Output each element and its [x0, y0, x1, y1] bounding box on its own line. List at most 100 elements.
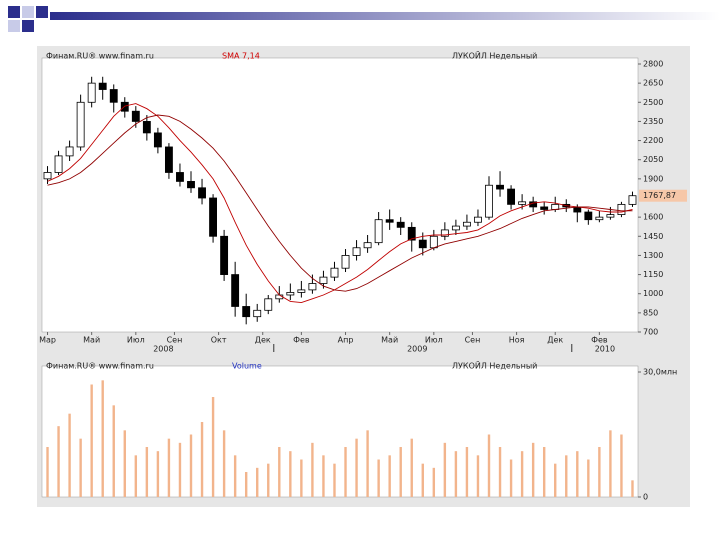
- candle-body: [120, 101, 129, 112]
- volume-bar: [443, 442, 447, 497]
- x-tick-label: Сен: [167, 336, 183, 345]
- candle-body: [396, 221, 405, 228]
- volume-bar: [454, 451, 458, 497]
- deco-square: [8, 20, 20, 32]
- y-tick-label: 700: [643, 328, 658, 337]
- y-tick-label: 2800: [643, 60, 663, 69]
- volume-bar: [576, 451, 579, 497]
- volume-bar: [57, 426, 60, 497]
- candle-body: [176, 172, 184, 182]
- y-tick-label: 30,0млн: [643, 368, 677, 377]
- candle-body: [308, 283, 317, 291]
- candle-body: [164, 146, 173, 173]
- candle-body: [507, 188, 516, 205]
- y-tick-label: 1900: [643, 174, 663, 183]
- volume-bar: [68, 413, 71, 497]
- y-tick-label: 1300: [643, 251, 663, 260]
- candle-body: [187, 181, 195, 189]
- volume-bar: [300, 459, 303, 497]
- deco-bar: [50, 12, 720, 20]
- candle-body: [440, 229, 449, 237]
- source-label: Финам.RU® www.finam.ru: [46, 52, 154, 61]
- last-price-label: 1767,87: [643, 191, 676, 200]
- y-tick-label: 2500: [643, 98, 663, 107]
- volume-bar: [476, 455, 480, 497]
- volume-bar: [178, 442, 182, 497]
- x-tick-label: Июл: [425, 336, 443, 345]
- candle-body: [242, 306, 251, 318]
- candle-body: [462, 221, 471, 227]
- x-tick-label: Май: [381, 336, 398, 345]
- volume-bar: [487, 434, 491, 497]
- candle-body: [363, 242, 372, 249]
- y-tick-label: 1150: [643, 270, 663, 279]
- y-tick-label: 2050: [643, 155, 663, 164]
- candle-body: [451, 225, 460, 231]
- indicator-label: SMA 7,14: [222, 52, 260, 61]
- candle-body: [341, 255, 350, 269]
- volume-bar: [520, 451, 524, 497]
- candle-body: [43, 172, 52, 180]
- candle-body: [485, 184, 493, 218]
- volume-bar: [333, 463, 336, 497]
- candle-body: [209, 197, 218, 237]
- year-label: 2008: [153, 345, 173, 354]
- x-tick-label: Июл: [127, 336, 145, 345]
- last-price-box: [639, 189, 687, 202]
- volume-bar: [278, 447, 281, 497]
- x-tick-label: Май: [83, 336, 100, 345]
- volume-bar: [410, 438, 413, 497]
- volume-bar: [377, 459, 380, 497]
- candle-body: [76, 101, 85, 148]
- candle-body: [474, 216, 482, 223]
- candle-body: [518, 201, 527, 205]
- x-tick-label: Фев: [293, 336, 310, 345]
- y-tick-label: 1600: [643, 213, 663, 222]
- volume-bar: [355, 438, 358, 497]
- volume-bar: [123, 430, 126, 497]
- volume-bar: [587, 459, 590, 497]
- candle-body: [606, 214, 615, 218]
- x-tick-label: Ноя: [509, 336, 525, 345]
- volume-bar: [388, 455, 391, 497]
- volume-bar: [289, 451, 292, 497]
- candle-body: [496, 184, 504, 190]
- y-tick-label: 0: [643, 493, 648, 502]
- moving-average: [47, 103, 633, 304]
- volume-bar: [256, 467, 259, 497]
- volume-bar: [200, 422, 204, 497]
- candle-body: [198, 187, 206, 199]
- candle-body: [54, 155, 63, 173]
- y-tick-label: 2350: [643, 117, 663, 126]
- volume-bar: [244, 472, 248, 497]
- volume-bar: [609, 430, 612, 497]
- volume-bar: [156, 451, 160, 497]
- x-tick-label: Дек: [547, 336, 563, 345]
- x-tick-label: Апр: [338, 336, 354, 345]
- volume-bar: [631, 480, 634, 497]
- plot-area: [41, 365, 639, 498]
- x-tick-label: Мар: [39, 336, 56, 345]
- volume-bar: [531, 442, 535, 497]
- candle-body: [595, 216, 604, 221]
- volume-bar: [399, 447, 402, 497]
- volume-bar: [366, 430, 369, 497]
- volume-bar: [267, 463, 270, 497]
- candle-body: [131, 110, 140, 122]
- candle-body: [65, 146, 74, 157]
- volume-bar: [432, 467, 436, 497]
- candle-body: [286, 292, 295, 296]
- volume-bar: [509, 459, 513, 497]
- x-tick-label: Дек: [255, 336, 271, 345]
- volume-bar: [145, 447, 149, 497]
- indicator-label: Volume: [232, 362, 262, 371]
- volume-bar: [79, 438, 82, 497]
- candle-body: [573, 206, 582, 213]
- volume-bar: [465, 447, 469, 497]
- deco-square: [22, 6, 34, 18]
- volume-bar: [46, 447, 49, 497]
- volume-bar: [620, 434, 623, 497]
- volume-bar: [189, 434, 193, 497]
- volume-bar: [344, 447, 347, 497]
